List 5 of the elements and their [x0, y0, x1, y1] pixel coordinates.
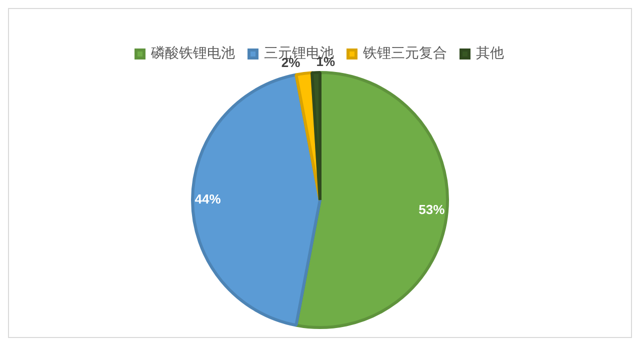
- data-label: 44%: [194, 192, 222, 207]
- legend-label: 铁锂三元复合: [362, 46, 447, 62]
- legend-label: 磷酸铁锂电池: [150, 46, 235, 62]
- legend-label: 其他: [476, 46, 504, 62]
- data-label: 53%: [418, 202, 446, 218]
